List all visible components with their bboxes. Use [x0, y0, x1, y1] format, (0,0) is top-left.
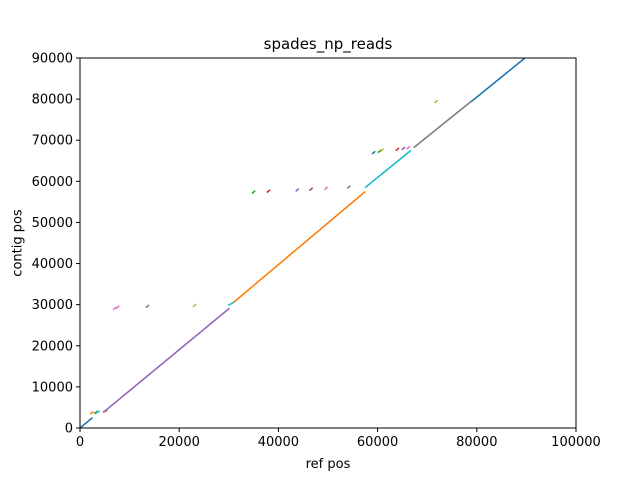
series-line-28 — [470, 58, 527, 103]
series-line-22 — [395, 147, 400, 152]
x-axis-label: ref pos — [306, 457, 351, 472]
series-line-23 — [401, 146, 406, 151]
series-line-9 — [192, 303, 197, 308]
series-line-27 — [434, 99, 439, 104]
series-line-7 — [115, 305, 120, 310]
series-line-26 — [415, 100, 472, 147]
series-line-12 — [251, 190, 256, 194]
series-line-11 — [232, 190, 366, 304]
series-line-18 — [364, 149, 412, 189]
series-line-16 — [323, 186, 329, 191]
y-tick-label: 60000 — [32, 175, 73, 190]
series-line-15 — [309, 187, 314, 192]
series-layer — [80, 58, 527, 428]
chart-title: spades_np_reads — [264, 35, 393, 54]
y-tick-label: 30000 — [32, 298, 73, 313]
y-axis-label: contig pos — [11, 209, 26, 277]
y-tick-label: 70000 — [32, 134, 73, 149]
series-line-8 — [145, 304, 150, 309]
series-line-13 — [266, 189, 271, 194]
x-tick-label: 100000 — [551, 435, 601, 450]
series-line-14 — [295, 188, 300, 192]
y-tick-label: 90000 — [32, 52, 73, 67]
series-line-0 — [80, 417, 94, 428]
series-line-21 — [379, 148, 385, 153]
series-line-10 — [227, 301, 235, 307]
y-tick-label: 40000 — [32, 257, 73, 272]
x-tick-label: 80000 — [456, 435, 497, 450]
y-tick-label: 50000 — [32, 216, 73, 231]
series-line-3 — [95, 410, 100, 414]
series-line-17 — [346, 185, 351, 190]
axes-frame — [79, 57, 577, 429]
series-line-19 — [371, 150, 376, 155]
y-tick-label: 80000 — [32, 93, 73, 108]
y-tick-label: 0 — [65, 422, 73, 437]
y-tick-label: 10000 — [32, 380, 73, 395]
series-line-1 — [89, 410, 95, 415]
x-axis: 0 20000 40000 60000 80000 100000 — [76, 428, 601, 450]
x-tick-label: 0 — [76, 435, 84, 450]
y-axis: 0 10000 20000 30000 40000 50000 60000 70000 8000… — [32, 52, 80, 437]
x-tick-label: 60000 — [357, 435, 398, 450]
series-line-6 — [112, 306, 117, 311]
x-tick-label: 20000 — [159, 435, 200, 450]
series-line-24 — [406, 145, 411, 150]
series-line-2 — [93, 410, 98, 415]
x-tick-label: 40000 — [258, 435, 299, 450]
series-line-5 — [103, 307, 230, 413]
y-tick-label: 20000 — [32, 339, 73, 354]
